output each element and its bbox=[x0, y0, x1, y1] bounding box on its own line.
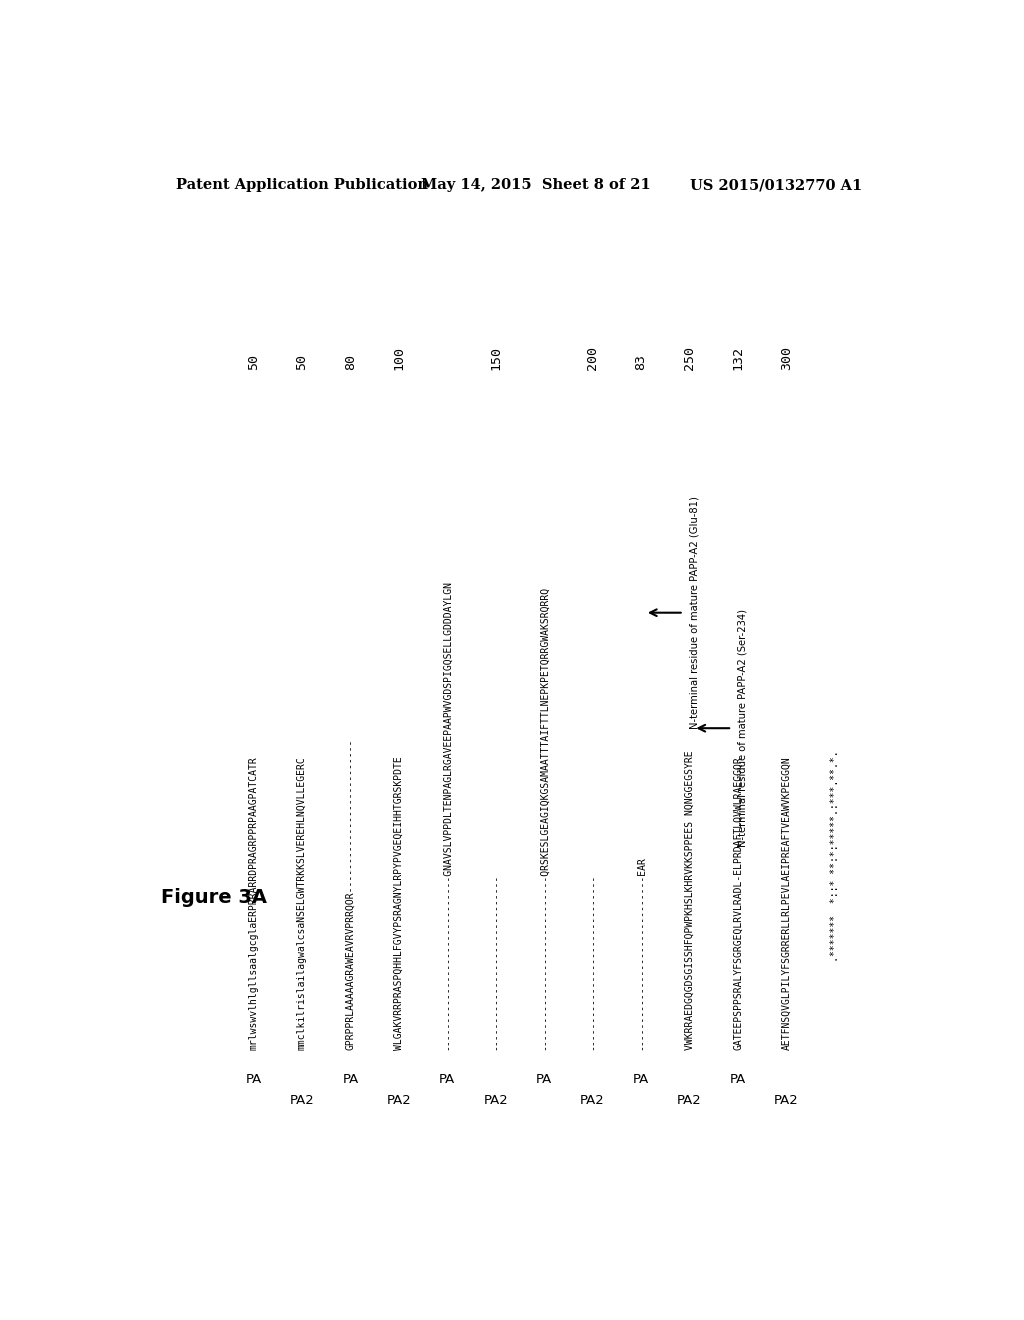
Text: PA: PA bbox=[246, 1073, 262, 1086]
Text: GPRPPRLAAAAAGRAWEAVRVPRRQOR--------------------------: GPRPPRLAAAAAGRAWEAVRVPRRQOR-------------… bbox=[345, 739, 355, 1051]
Text: Figure 3A: Figure 3A bbox=[161, 888, 266, 907]
Text: GATEEPSPPSRALYFSGRGEQLRVLRADL-ELPRDAFTLQVWLRAEGGQR: GATEEPSPPSRALYFSGRGEQLRVLRADL-ELPRDAFTLQ… bbox=[733, 756, 743, 1051]
Text: 83: 83 bbox=[635, 354, 647, 370]
Text: PA2: PA2 bbox=[581, 1094, 605, 1107]
Text: US 2015/0132770 A1: US 2015/0132770 A1 bbox=[690, 178, 862, 193]
Text: PA: PA bbox=[342, 1073, 358, 1086]
Text: PA2: PA2 bbox=[290, 1094, 314, 1107]
Text: mrlwswvlhlgllsaalgcglaERPRRARRDPRAGRPPRPAAGPATCATR: mrlwswvlhlgllsaalgcglaERPRRARRDPRAGRPPRP… bbox=[249, 756, 258, 1051]
Text: PA2: PA2 bbox=[483, 1094, 508, 1107]
Text: VWKRRAEDGQGDSGISSHFQPWPKHSLKHRVKKSPPEES NQNGGEGSYRE: VWKRRAEDGQGDSGISSHFQPWPKHSLKHRVKKSPPEES … bbox=[684, 751, 694, 1051]
Text: 80: 80 bbox=[344, 354, 357, 370]
Text: 200: 200 bbox=[586, 346, 599, 370]
Text: 300: 300 bbox=[780, 346, 793, 370]
Text: 132: 132 bbox=[731, 346, 744, 370]
Text: .*******  *::* **:*:*****.:***.**.*.: .******* *::* **:*:*****.:***.**.*. bbox=[829, 751, 840, 1051]
Text: 50: 50 bbox=[247, 354, 260, 370]
Text: PA: PA bbox=[730, 1073, 746, 1086]
Text: PA2: PA2 bbox=[386, 1094, 412, 1107]
Text: 250: 250 bbox=[683, 346, 696, 370]
Text: mmclkilrislailagwalcsaNSELGWTRKKSLVEREHLNQVLLEGERC: mmclkilrislailagwalcsaNSELGWTRKKSLVEREHL… bbox=[297, 756, 307, 1051]
Text: PA: PA bbox=[439, 1073, 456, 1086]
Text: 100: 100 bbox=[392, 346, 406, 370]
Text: ------------------------------GNAVSLVPPDLTENPAGLRGAVEEPAAPWVGDSPIGQSELLGDDDAYLGN: ------------------------------GNAVSLVPPD… bbox=[442, 579, 453, 1051]
Text: PA: PA bbox=[633, 1073, 649, 1086]
Text: ------------------------------EAR: ------------------------------EAR bbox=[636, 857, 646, 1051]
Text: ------------------------------QRSKESLGEAGIQKGSAMAATTTAIFTTLNEPKPETQRRGWAKSRQRRQ: ------------------------------QRSKESLGEA… bbox=[540, 586, 549, 1051]
Text: N-terminal residue of mature PAPP-A2 (Glu-81): N-terminal residue of mature PAPP-A2 (Gl… bbox=[689, 496, 699, 729]
Text: AETFNSQVGLPILYFSGRRERLLRLPEVLAEIPREAFTVEAWVKPEGGQN: AETFNSQVGLPILYFSGRRERLLRLPEVLAEIPREAFTVE… bbox=[781, 756, 792, 1051]
Text: PA: PA bbox=[536, 1073, 552, 1086]
Text: PA2: PA2 bbox=[677, 1094, 701, 1107]
Text: 50: 50 bbox=[296, 354, 308, 370]
Text: N-terminal residue of mature PAPP-A2 (Ser-234): N-terminal residue of mature PAPP-A2 (Se… bbox=[737, 610, 748, 847]
Text: ------------------------------: ------------------------------ bbox=[588, 874, 598, 1051]
Text: PA2: PA2 bbox=[774, 1094, 799, 1107]
Text: Patent Application Publication: Patent Application Publication bbox=[176, 178, 428, 193]
Text: WLGAKVRRPRASPQHHLFGVYPSRAGNYLRPYPVGEQEIHHTGRSKPDTE: WLGAKVRRPRASPQHHLFGVYPSRAGNYLRPYPVGEQEIH… bbox=[394, 756, 403, 1051]
Text: ------------------------------: ------------------------------ bbox=[490, 874, 501, 1051]
Text: May 14, 2015  Sheet 8 of 21: May 14, 2015 Sheet 8 of 21 bbox=[421, 178, 650, 193]
Text: 150: 150 bbox=[489, 346, 502, 370]
